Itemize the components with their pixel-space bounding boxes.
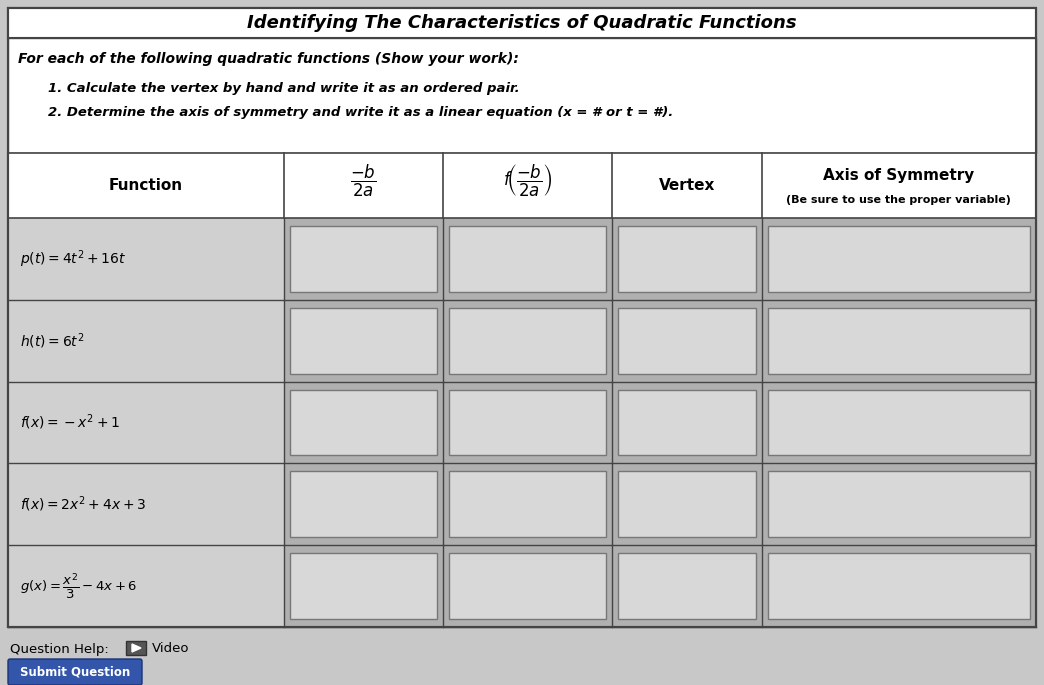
Text: For each of the following quadratic functions (Show your work):: For each of the following quadratic func… <box>18 52 519 66</box>
Bar <box>613 218 761 300</box>
Bar <box>449 390 607 456</box>
Bar <box>8 218 284 300</box>
Text: Video: Video <box>152 643 190 656</box>
Text: $h(t) = 6t^2$: $h(t) = 6t^2$ <box>20 331 85 351</box>
Bar <box>449 553 607 619</box>
Bar <box>618 226 756 292</box>
Bar <box>289 471 436 537</box>
Bar <box>618 471 756 537</box>
Bar <box>8 153 1036 218</box>
Text: $f(x) = 2x^2 + 4x + 3$: $f(x) = 2x^2 + 4x + 3$ <box>20 495 146 514</box>
Bar <box>613 463 761 545</box>
Text: 2. Determine the axis of symmetry and write it as a linear equation (x = # or t : 2. Determine the axis of symmetry and wr… <box>48 106 673 119</box>
Bar <box>613 545 761 627</box>
Bar <box>284 545 443 627</box>
Text: (Be sure to use the proper variable): (Be sure to use the proper variable) <box>786 195 1012 205</box>
Bar <box>618 553 756 619</box>
Bar <box>443 382 613 463</box>
Bar <box>767 308 1030 373</box>
Bar <box>8 38 1036 153</box>
Text: $p(t) = 4t^2 + 16t$: $p(t) = 4t^2 + 16t$ <box>20 248 126 270</box>
Bar <box>761 382 1036 463</box>
Bar <box>8 300 284 382</box>
Text: Function: Function <box>109 178 183 193</box>
Text: Identifying The Characteristics of Quadratic Functions: Identifying The Characteristics of Quadr… <box>247 14 797 32</box>
Bar <box>767 553 1030 619</box>
Bar <box>449 308 607 373</box>
Bar <box>761 545 1036 627</box>
Bar <box>8 545 284 627</box>
Bar <box>126 641 146 655</box>
Bar <box>8 382 284 463</box>
Bar <box>443 300 613 382</box>
Bar <box>613 382 761 463</box>
Bar <box>613 300 761 382</box>
FancyBboxPatch shape <box>8 659 142 685</box>
Bar <box>618 308 756 373</box>
Text: Vertex: Vertex <box>659 178 715 193</box>
Text: Submit Question: Submit Question <box>20 666 130 679</box>
Text: $f(x) = -x^2 + 1$: $f(x) = -x^2 + 1$ <box>20 412 120 432</box>
Bar <box>767 390 1030 456</box>
Bar <box>767 471 1030 537</box>
Text: Question Help:: Question Help: <box>10 643 109 656</box>
Text: 1. Calculate the vertex by hand and write it as an ordered pair.: 1. Calculate the vertex by hand and writ… <box>48 82 520 95</box>
Bar <box>443 463 613 545</box>
Bar <box>761 218 1036 300</box>
Bar <box>449 226 607 292</box>
Bar <box>761 300 1036 382</box>
Bar <box>443 545 613 627</box>
Bar <box>761 463 1036 545</box>
Polygon shape <box>132 644 141 652</box>
Bar <box>8 463 284 545</box>
Bar <box>289 308 436 373</box>
Text: Axis of Symmetry: Axis of Symmetry <box>823 168 974 183</box>
Text: $\dfrac{-b}{2a}$: $\dfrac{-b}{2a}$ <box>350 162 377 199</box>
Text: $f\!\left(\dfrac{-b}{2a}\right)$: $f\!\left(\dfrac{-b}{2a}\right)$ <box>503 162 552 199</box>
Bar <box>289 226 436 292</box>
Bar <box>284 382 443 463</box>
Bar <box>289 390 436 456</box>
Bar <box>289 553 436 619</box>
Bar <box>284 218 443 300</box>
Bar <box>767 226 1030 292</box>
Bar <box>443 218 613 300</box>
Bar <box>618 390 756 456</box>
Bar <box>449 471 607 537</box>
Bar <box>284 463 443 545</box>
Text: $g(x) = \dfrac{x^2}{3} - 4x + 6$: $g(x) = \dfrac{x^2}{3} - 4x + 6$ <box>20 571 138 601</box>
Bar <box>8 8 1036 38</box>
Bar <box>284 300 443 382</box>
